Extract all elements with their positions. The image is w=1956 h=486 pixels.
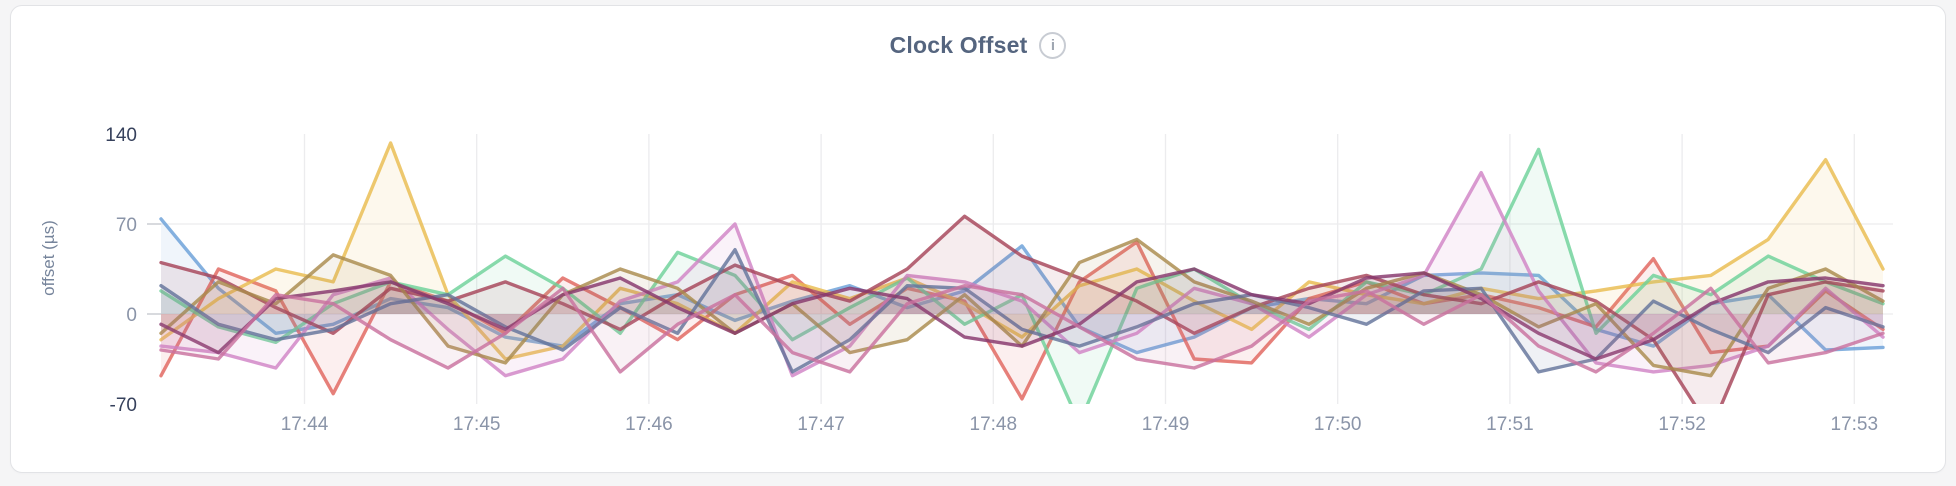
y-tick-label: 70 <box>116 215 137 236</box>
series-area <box>161 269 1883 359</box>
series-area <box>161 149 1883 404</box>
x-tick-label: 17:49 <box>1142 414 1190 435</box>
x-tick-label: 17:52 <box>1658 414 1706 435</box>
info-icon-glyph: i <box>1050 37 1056 54</box>
x-tick-label: 17:51 <box>1486 414 1534 435</box>
x-tick-label: 17:53 <box>1831 414 1879 435</box>
y-axis-title: offset (µs) <box>39 220 58 296</box>
x-tick-label: 17:46 <box>625 414 673 435</box>
series-line <box>159 267 1885 361</box>
series-area <box>161 216 1883 404</box>
y-tick-label: -70 <box>110 395 137 416</box>
y-tick-label: 0 <box>126 305 137 326</box>
x-tick-label: 17:50 <box>1314 414 1362 435</box>
chart-card: Clock Offset i offset (µs) 140 70 0 -70 17:4… <box>10 5 1946 473</box>
series-area <box>161 239 1883 376</box>
x-tick-label: 17:47 <box>797 414 845 435</box>
clock-offset-chart: 140 70 0 -70 17:44 17:45 17:46 17:47 17:48 17:49 1… <box>105 125 1893 435</box>
x-tick-label: 17:45 <box>453 414 501 435</box>
series-area <box>161 143 1883 359</box>
series-line <box>159 170 1885 378</box>
y-tick-label: 140 <box>105 125 137 146</box>
info-icon[interactable]: i <box>1039 32 1067 59</box>
plot-area <box>159 141 1885 404</box>
series-line <box>159 214 1885 404</box>
x-tick-label: 17:44 <box>281 414 329 435</box>
chart-header: Clock Offset i <box>11 32 1945 59</box>
series-line <box>159 284 1885 374</box>
series-area <box>161 242 1883 399</box>
x-tick-label: 17:48 <box>970 414 1018 435</box>
series-area <box>161 285 1883 372</box>
chart-title: Clock Offset <box>889 32 1028 58</box>
series-area <box>161 172 1883 376</box>
